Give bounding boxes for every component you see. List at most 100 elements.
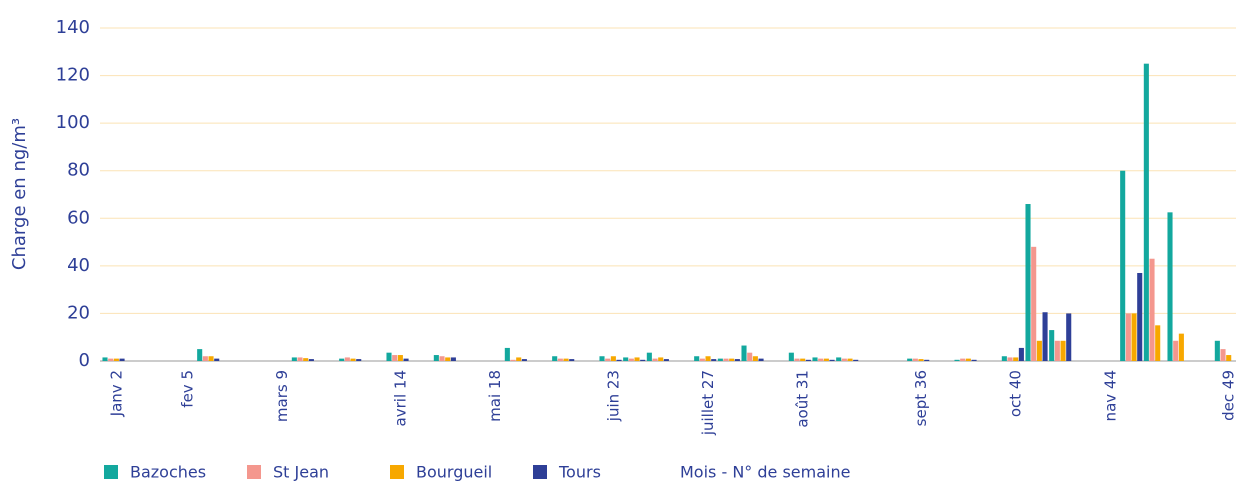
bar bbox=[971, 359, 977, 361]
legend-label: Tours bbox=[558, 463, 601, 482]
bar bbox=[202, 356, 208, 361]
bar bbox=[1149, 258, 1155, 361]
bar bbox=[1025, 204, 1031, 361]
bar bbox=[907, 358, 913, 361]
bar bbox=[1060, 340, 1066, 361]
bar bbox=[723, 358, 729, 361]
bar bbox=[108, 358, 114, 361]
bar bbox=[829, 359, 835, 361]
bar bbox=[729, 358, 735, 361]
bar bbox=[1042, 312, 1048, 361]
y-tick-label: 100 bbox=[56, 112, 90, 133]
bar bbox=[699, 358, 705, 361]
bar bbox=[847, 358, 853, 361]
bar bbox=[1049, 330, 1055, 361]
legend-swatch bbox=[533, 465, 547, 479]
bar bbox=[113, 358, 119, 361]
bar bbox=[1155, 325, 1161, 361]
bar bbox=[823, 358, 829, 361]
bar bbox=[392, 355, 398, 361]
x-tick-label: mars 9 bbox=[273, 370, 291, 422]
y-tick-label: 140 bbox=[56, 17, 90, 38]
bar bbox=[197, 349, 203, 361]
bar bbox=[208, 356, 214, 361]
bar bbox=[805, 359, 811, 361]
bar bbox=[605, 358, 611, 361]
bar bbox=[1125, 313, 1131, 361]
x-tick-label: nav 44 bbox=[1101, 370, 1119, 421]
bar bbox=[356, 359, 362, 361]
y-tick-label: 80 bbox=[67, 160, 90, 181]
bar bbox=[557, 358, 563, 361]
bar bbox=[308, 359, 314, 361]
bar bbox=[1001, 356, 1007, 361]
x-tick-label: juillet 27 bbox=[699, 370, 717, 436]
x-tick-label: Janv 2 bbox=[107, 370, 125, 417]
bar bbox=[1137, 272, 1143, 361]
bar bbox=[711, 359, 717, 361]
bar bbox=[818, 358, 824, 361]
bar bbox=[812, 357, 818, 361]
x-tick-label: juin 23 bbox=[604, 370, 622, 422]
bar bbox=[344, 357, 350, 361]
bar bbox=[510, 359, 516, 361]
bar bbox=[397, 355, 403, 361]
bar bbox=[1054, 340, 1060, 361]
bar bbox=[339, 358, 345, 361]
bar bbox=[1031, 246, 1037, 361]
bar bbox=[747, 352, 753, 361]
bar bbox=[569, 359, 575, 361]
bar bbox=[1007, 357, 1013, 361]
y-tick-label: 20 bbox=[67, 302, 90, 323]
bar bbox=[350, 358, 356, 361]
bar bbox=[616, 359, 622, 361]
bar bbox=[1036, 340, 1042, 361]
bar bbox=[1214, 340, 1220, 361]
bar bbox=[552, 356, 558, 361]
bar bbox=[291, 357, 297, 361]
x-tick-label: oct 40 bbox=[1007, 370, 1025, 417]
bar bbox=[758, 358, 764, 361]
bar bbox=[623, 357, 629, 361]
bar bbox=[439, 356, 445, 361]
bar bbox=[450, 357, 456, 361]
x-tick-label: mai 18 bbox=[486, 370, 504, 422]
bar bbox=[1178, 333, 1184, 361]
legend-swatch bbox=[247, 465, 261, 479]
bar bbox=[634, 357, 640, 361]
bar bbox=[1131, 313, 1137, 361]
bar bbox=[663, 359, 669, 361]
bar bbox=[752, 356, 758, 361]
x-tick-label: sept 36 bbox=[912, 370, 930, 426]
bar bbox=[652, 358, 658, 361]
bar bbox=[800, 358, 806, 361]
bar bbox=[1018, 347, 1024, 361]
bar bbox=[853, 359, 859, 361]
bar bbox=[1220, 349, 1226, 361]
bar bbox=[297, 357, 303, 361]
y-tick-label: 120 bbox=[56, 65, 90, 86]
bar bbox=[445, 357, 451, 361]
legend-label: Bazoches bbox=[130, 463, 206, 482]
legend-label: Bourgueil bbox=[416, 463, 492, 482]
bar bbox=[741, 345, 747, 361]
bar bbox=[403, 358, 409, 361]
bar bbox=[717, 358, 723, 361]
bar bbox=[794, 358, 800, 361]
bar bbox=[521, 359, 527, 361]
bar bbox=[960, 358, 966, 361]
bar bbox=[1120, 170, 1126, 361]
bar bbox=[1173, 340, 1179, 361]
bar bbox=[386, 352, 392, 361]
legend-swatch bbox=[104, 465, 118, 479]
x-axis-label: Mois - N° de semaine bbox=[680, 463, 850, 482]
bar bbox=[912, 358, 918, 361]
y-tick-label: 60 bbox=[67, 207, 90, 228]
bar bbox=[1226, 355, 1232, 361]
bar bbox=[433, 355, 439, 361]
bar bbox=[610, 356, 616, 361]
bar bbox=[1167, 212, 1173, 361]
bar bbox=[599, 356, 605, 361]
bar bbox=[1066, 313, 1072, 361]
y-tick-label: 0 bbox=[79, 350, 90, 371]
